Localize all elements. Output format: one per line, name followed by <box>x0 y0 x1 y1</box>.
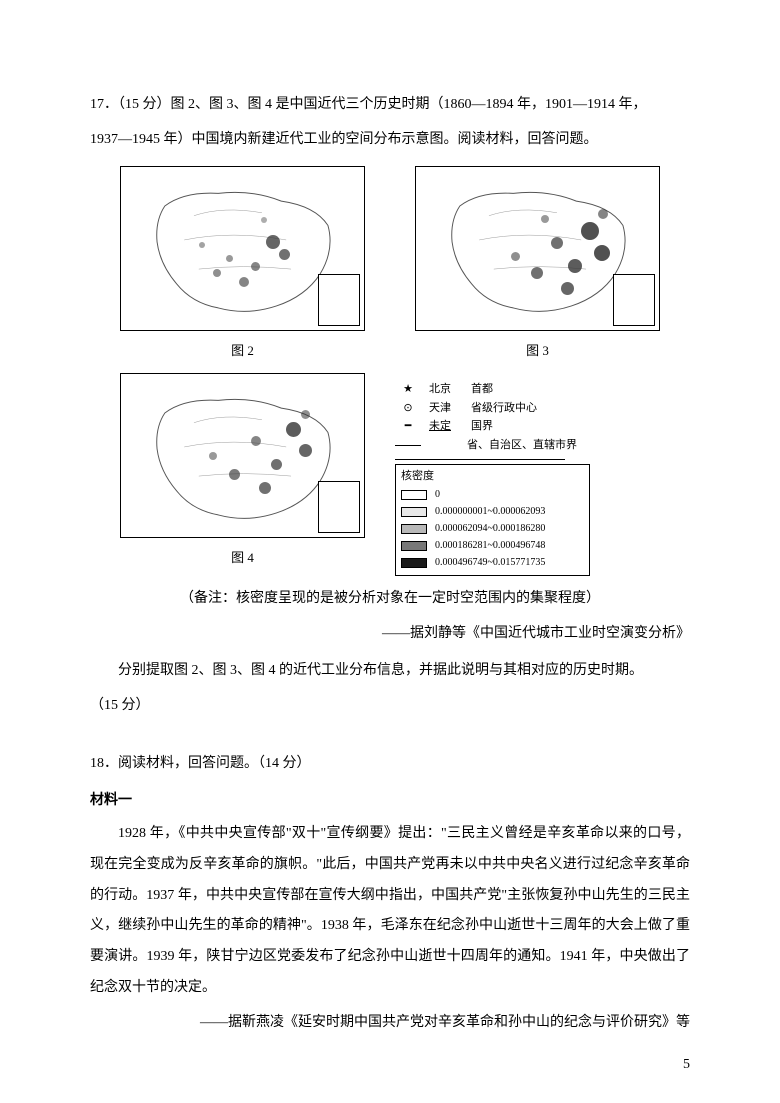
q17-intro-1: 17．（15 分）图 2、图 3、图 4 是中国近代三个历史时期（1860—18… <box>90 90 690 121</box>
figure-3-caption: 图 3 <box>526 337 549 366</box>
star-icon: ★ <box>395 381 421 399</box>
figure-4-block: 图 4 <box>120 373 365 573</box>
legend-block: ★ 北京 首都 ⊙ 天津 省级行政中心 ━ 未定 国界 省、自治区、直辖市界 <box>395 373 660 576</box>
q17-intro-2: 1937—1945 年）中国境内新建近代工业的空间分布示意图。阅读材料，回答问题… <box>90 125 690 156</box>
figure-4-map <box>120 373 365 538</box>
figure-2-map <box>120 166 365 331</box>
legend-label: 天津 <box>429 400 451 418</box>
density-swatch-icon <box>401 524 427 534</box>
legend-label: 省级行政中心 <box>471 400 537 418</box>
q18-material-label: 材料一 <box>90 784 690 815</box>
figure-2-caption: 图 2 <box>231 337 254 366</box>
density-legend-row: 0.000496749~0.015771735 <box>401 555 584 571</box>
question-18: 18．阅读材料，回答问题。（14 分） 材料一 1928 年，《中共中央宣传部"… <box>90 749 690 1038</box>
legend-item: 省、自治区、直辖市界 <box>395 437 660 455</box>
density-legend-row: 0.000186281~0.000496748 <box>401 538 584 554</box>
legend-label: 省、自治区、直辖市界 <box>467 437 577 455</box>
density-legend-box: 核密度 00.000000001~0.0000620930.000062094~… <box>395 464 590 577</box>
legend-separator <box>395 459 565 460</box>
circle-icon: ⊙ <box>395 400 421 418</box>
density-swatch-icon <box>401 541 427 551</box>
q18-body: 1928 年，《中共中央宣传部"双十"宣传纲要》提出："三民主义曾经是辛亥革命以… <box>90 819 690 1004</box>
density-label: 0.000000001~0.000062093 <box>435 504 545 520</box>
density-legend-row: 0.000000001~0.000062093 <box>401 504 584 520</box>
legend-item: ⊙ 天津 省级行政中心 <box>395 400 660 418</box>
figure-2-block: 图 2 <box>120 166 365 366</box>
density-label: 0.000496749~0.015771735 <box>435 555 545 571</box>
question-17: 17．（15 分）图 2、图 3、图 4 是中国近代三个历史时期（1860—18… <box>90 90 690 721</box>
legend-label: 北京 <box>429 381 451 399</box>
legend-label: 首都 <box>471 381 493 399</box>
map-row-2: 图 4 ★ 北京 首都 ⊙ 天津 省级行政中心 ━ 未定 国界 <box>120 373 660 576</box>
inset-box-icon <box>318 274 360 326</box>
q18-header: 18．阅读材料，回答问题。（14 分） <box>90 749 690 780</box>
legend-item: ★ 北京 首都 <box>395 381 660 399</box>
q17-source: ——据刘静等《中国近代城市工业时空演变分析》 <box>90 619 690 650</box>
density-swatch-icon <box>401 490 427 500</box>
q18-source: ——据靳燕凌《延安时期中国共产党对辛亥革命和孙中山的纪念与评价研究》等 <box>90 1008 690 1039</box>
density-legend-row: 0 <box>401 487 584 503</box>
figure-3-map <box>415 166 660 331</box>
line-icon <box>395 445 421 446</box>
legend-label: 国界 <box>471 418 493 436</box>
inset-box-icon <box>318 481 360 533</box>
legend-label: 未定 <box>429 418 451 436</box>
density-title: 核密度 <box>401 468 584 486</box>
page-number: 5 <box>683 1057 690 1073</box>
page-content: 17．（15 分）图 2、图 3、图 4 是中国近代三个历史时期（1860—18… <box>90 90 690 1039</box>
map-row-1: 图 2 <box>120 166 660 366</box>
q17-task-1: 分别提取图 2、图 3、图 4 的近代工业分布信息，并据此说明与其相对应的历史时… <box>90 656 690 687</box>
density-label: 0 <box>435 487 440 503</box>
density-label: 0.000062094~0.000186280 <box>435 521 545 537</box>
inset-box-icon <box>613 274 655 326</box>
figure-3-block: 图 3 <box>415 166 660 366</box>
density-label: 0.000186281~0.000496748 <box>435 538 545 554</box>
density-swatch-icon <box>401 507 427 517</box>
legend-item: ━ 未定 国界 <box>395 418 660 436</box>
q17-note: （备注：核密度呈现的是被分析对象在一定时空范围内的集聚程度） <box>90 584 690 615</box>
density-swatch-icon <box>401 558 427 568</box>
q17-task-2: （15 分） <box>90 691 690 722</box>
density-legend-row: 0.000062094~0.000186280 <box>401 521 584 537</box>
line-icon: ━ <box>395 418 421 436</box>
figure-4-caption: 图 4 <box>231 544 254 573</box>
